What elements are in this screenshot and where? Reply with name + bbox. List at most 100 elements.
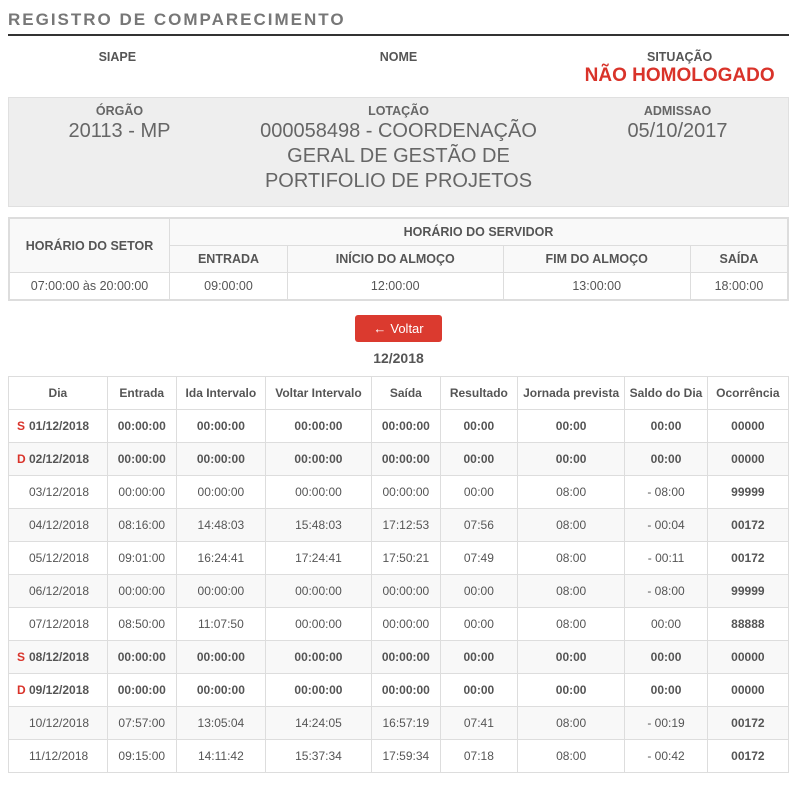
day-date: 03/12/2018 xyxy=(29,485,89,499)
entrada-cell: 08:16:00 xyxy=(107,509,176,542)
voltar-cell: 00:00:00 xyxy=(266,443,372,476)
resultado-cell: 00:00 xyxy=(440,443,517,476)
day-mark: S xyxy=(17,650,29,664)
attend-col-header: Saldo do Dia xyxy=(625,377,707,410)
table-row: 04/12/201808:16:0014:48:0315:48:0317:12:… xyxy=(9,509,789,542)
resultado-cell: 07:56 xyxy=(440,509,517,542)
resultado-cell: 07:41 xyxy=(440,707,517,740)
day-date: 01/12/2018 xyxy=(29,419,89,433)
schedule-table: HORÁRIO DO SETOR HORÁRIO DO SERVIDOR ENT… xyxy=(8,217,789,301)
attend-col-header: Dia xyxy=(9,377,108,410)
saldo-cell: 00:00 xyxy=(625,641,707,674)
ocorrencia-cell: 99999 xyxy=(707,476,788,509)
voltar-cell: 17:24:41 xyxy=(266,542,372,575)
title-separator xyxy=(8,34,789,36)
saida-cell: 00:00:00 xyxy=(371,443,440,476)
resultado-cell: 00:00 xyxy=(440,674,517,707)
dia-cell: 11/12/2018 xyxy=(9,740,108,773)
saldo-cell: 00:00 xyxy=(625,443,707,476)
entrada-cell: 07:57:00 xyxy=(107,707,176,740)
day-date: 07/12/2018 xyxy=(29,617,89,631)
ocorrencia-cell: 88888 xyxy=(707,608,788,641)
ocorrencia-cell: 00000 xyxy=(707,674,788,707)
saida-cell: 00:00:00 xyxy=(371,476,440,509)
saida-cell: 16:57:19 xyxy=(371,707,440,740)
entrada-cell: 00:00:00 xyxy=(107,476,176,509)
dia-cell: 05/12/2018 xyxy=(9,542,108,575)
saida-cell: 17:50:21 xyxy=(371,542,440,575)
table-row: S08/12/201800:00:0000:00:0000:00:0000:00… xyxy=(9,641,789,674)
inicio-almoco-header: INÍCIO DO ALMOÇO xyxy=(288,246,503,273)
voltar-cell: 14:24:05 xyxy=(266,707,372,740)
setor-value: 07:00:00 às 20:00:00 xyxy=(10,273,170,300)
voltar-cell: 00:00:00 xyxy=(266,674,372,707)
jornada-cell: 08:00 xyxy=(517,476,624,509)
ida-cell: 11:07:50 xyxy=(176,608,265,641)
resultado-cell: 07:18 xyxy=(440,740,517,773)
entrada-cell: 00:00:00 xyxy=(107,641,176,674)
saida-cell: 00:00:00 xyxy=(371,608,440,641)
voltar-cell: 00:00:00 xyxy=(266,575,372,608)
saida-cell: 00:00:00 xyxy=(371,674,440,707)
saida-header: SAÍDA xyxy=(690,246,787,273)
jornada-cell: 08:00 xyxy=(517,509,624,542)
ida-cell: 16:24:41 xyxy=(176,542,265,575)
day-date: 06/12/2018 xyxy=(29,584,89,598)
day-date: 05/12/2018 xyxy=(29,551,89,565)
entrada-cell: 00:00:00 xyxy=(107,410,176,443)
saldo-cell: 00:00 xyxy=(625,410,707,443)
entrada-cell: 09:01:00 xyxy=(107,542,176,575)
dia-cell: D02/12/2018 xyxy=(9,443,108,476)
orgao-value: 20113 - MP xyxy=(11,119,228,144)
ida-cell: 00:00:00 xyxy=(176,674,265,707)
day-mark: S xyxy=(17,419,29,433)
entrada-cell: 00:00:00 xyxy=(107,674,176,707)
servidor-header: HORÁRIO DO SERVIDOR xyxy=(170,219,788,246)
ida-cell: 13:05:04 xyxy=(176,707,265,740)
day-date: 08/12/2018 xyxy=(29,650,89,664)
dia-cell: S08/12/2018 xyxy=(9,641,108,674)
day-date: 11/12/2018 xyxy=(29,749,88,763)
ida-cell: 00:00:00 xyxy=(176,641,265,674)
jornada-cell: 08:00 xyxy=(517,740,624,773)
admissao-label: ADMISSAO xyxy=(569,104,786,118)
ocorrencia-cell: 00000 xyxy=(707,443,788,476)
ocorrencia-cell: 99999 xyxy=(707,575,788,608)
saida-cell: 00:00:00 xyxy=(371,641,440,674)
orgao-label: ÓRGÃO xyxy=(11,104,228,118)
entrada-cell: 08:50:00 xyxy=(107,608,176,641)
arrow-left-icon: ← xyxy=(373,321,386,336)
lotacao-label: LOTAÇÃO xyxy=(228,104,569,118)
saida-value: 18:00:00 xyxy=(690,273,787,300)
ocorrencia-cell: 00172 xyxy=(707,542,788,575)
entrada-header: ENTRADA xyxy=(170,246,288,273)
resultado-cell: 07:49 xyxy=(440,542,517,575)
voltar-cell: 00:00:00 xyxy=(266,410,372,443)
saldo-cell: - 00:19 xyxy=(625,707,707,740)
jornada-cell: 08:00 xyxy=(517,608,624,641)
saida-cell: 17:59:34 xyxy=(371,740,440,773)
month-header: 12/2018 xyxy=(8,350,789,366)
ocorrencia-cell: 00172 xyxy=(707,707,788,740)
dia-cell: D09/12/2018 xyxy=(9,674,108,707)
voltar-cell: 00:00:00 xyxy=(266,608,372,641)
table-row: 11/12/201809:15:0014:11:4215:37:3417:59:… xyxy=(9,740,789,773)
ida-cell: 00:00:00 xyxy=(176,443,265,476)
entrada-cell: 00:00:00 xyxy=(107,443,176,476)
table-row: 06/12/201800:00:0000:00:0000:00:0000:00:… xyxy=(9,575,789,608)
voltar-button[interactable]: ←Voltar xyxy=(355,315,441,342)
jornada-cell: 00:00 xyxy=(517,443,624,476)
table-row: S01/12/201800:00:0000:00:0000:00:0000:00… xyxy=(9,410,789,443)
nome-label: NOME xyxy=(227,50,571,64)
jornada-cell: 00:00 xyxy=(517,410,624,443)
day-date: 02/12/2018 xyxy=(29,452,89,466)
attend-col-header: Resultado xyxy=(440,377,517,410)
day-date: 09/12/2018 xyxy=(29,683,89,697)
setor-header: HORÁRIO DO SETOR xyxy=(10,219,170,273)
entrada-cell: 09:15:00 xyxy=(107,740,176,773)
saida-cell: 17:12:53 xyxy=(371,509,440,542)
dia-cell: 04/12/2018 xyxy=(9,509,108,542)
ida-cell: 00:00:00 xyxy=(176,575,265,608)
ocorrencia-cell: 00000 xyxy=(707,410,788,443)
situacao-label: SITUAÇÃO xyxy=(570,50,789,64)
